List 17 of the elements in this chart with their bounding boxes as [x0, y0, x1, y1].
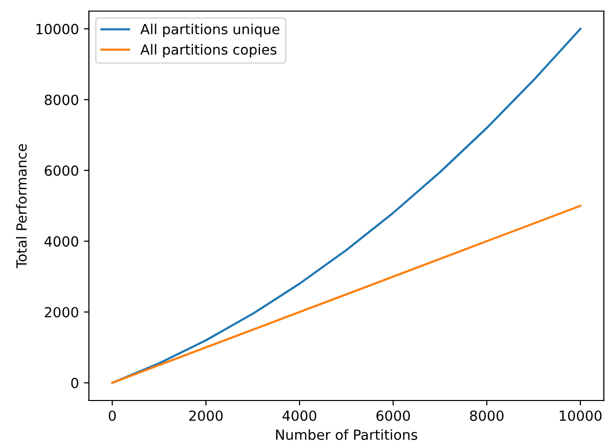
x-tick-label: 4000 [282, 410, 316, 421]
y-tick-label: 10000 [36, 24, 78, 34]
legend-label: All partitions copies [140, 44, 276, 58]
y-tick-label: 8000 [44, 94, 78, 106]
y-tick-label: 2000 [44, 306, 78, 318]
y-axis-title: Total Performance [16, 144, 27, 268]
y-tick-label: 4000 [44, 236, 78, 247]
x-tick-label: 6000 [376, 410, 410, 421]
x-tick-label: 8000 [470, 410, 504, 421]
x-tick-label: 10000 [560, 410, 602, 421]
x-tick-label: 0 [108, 410, 116, 421]
x-axis-title: Number of Partitions [276, 429, 418, 440]
y-tick-label: 6000 [44, 165, 78, 176]
legend-label: All partitions unique [140, 24, 280, 38]
line-series [111, 204, 582, 384]
x-tick-label: 2000 [189, 410, 223, 421]
y-tick-label: 0 [71, 378, 78, 388]
